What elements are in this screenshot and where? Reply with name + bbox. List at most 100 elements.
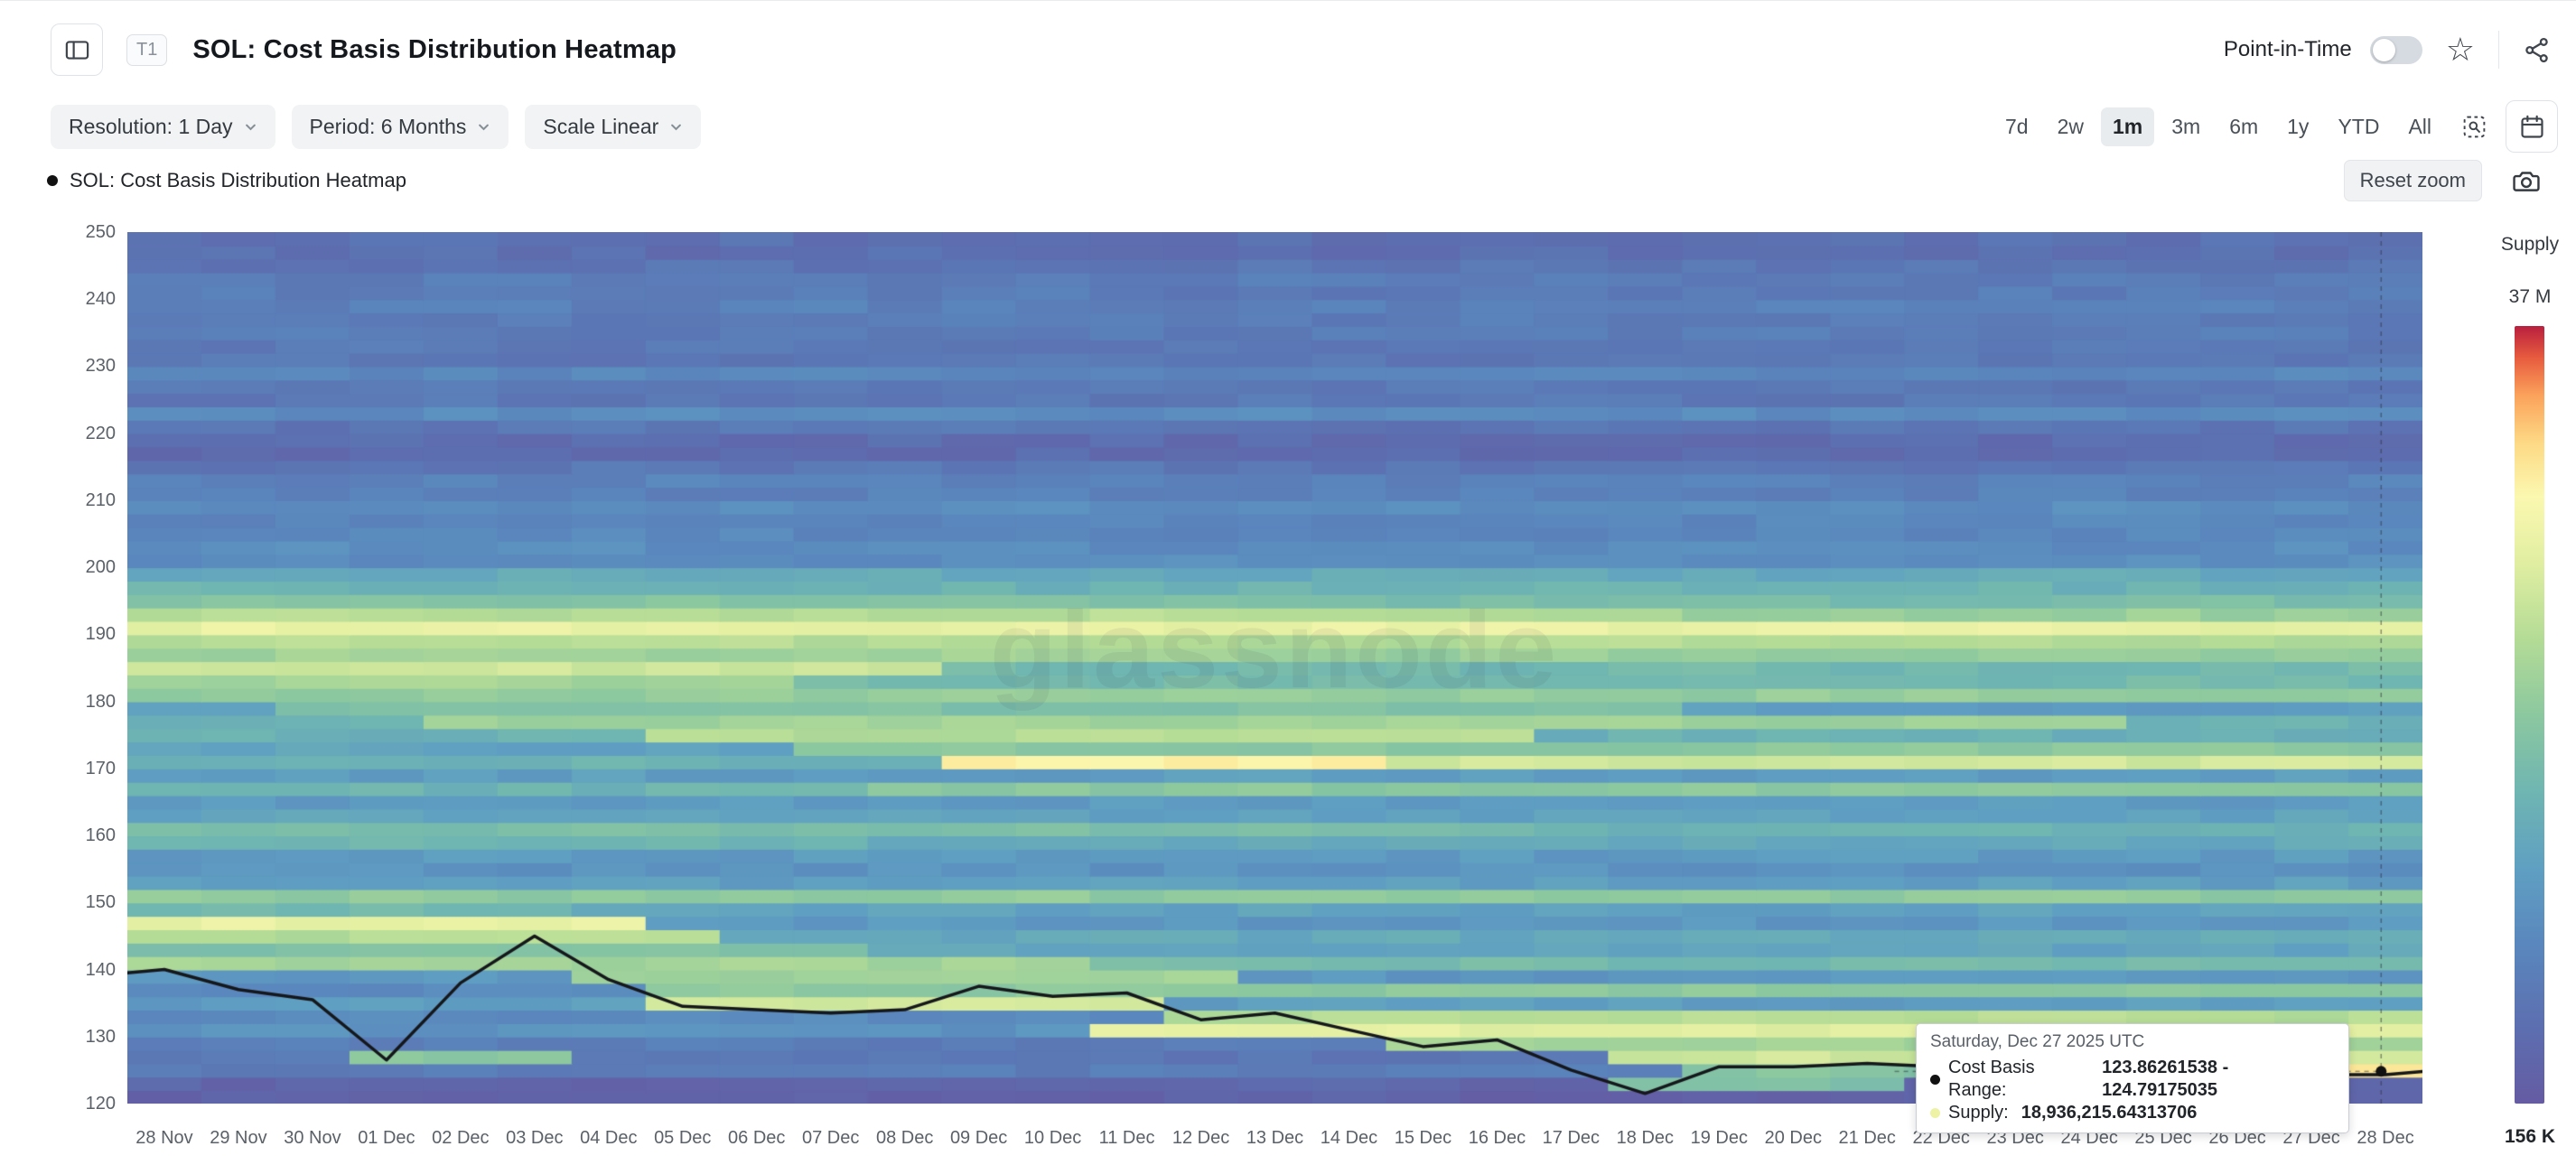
toggle-knob xyxy=(2372,38,2395,61)
range-controls: 7d 2w 1m 3m 6m 1y YTD All xyxy=(1993,98,2558,154)
x-axis-label: 20 Dec xyxy=(1764,1128,1822,1148)
y-axis-label: 250 xyxy=(85,222,116,242)
scale-label: Scale Linear xyxy=(543,114,659,138)
selection-zoom-icon xyxy=(2461,114,2487,140)
x-axis-label: 04 Dec xyxy=(580,1128,638,1148)
y-axis-label: 220 xyxy=(85,423,116,443)
calendar-button[interactable] xyxy=(2506,100,2558,153)
x-axis-label: 05 Dec xyxy=(654,1128,712,1148)
scale-dropdown[interactable]: Scale Linear xyxy=(525,104,702,149)
legend-bar: SOL: Cost Basis Distribution Heatmap Res… xyxy=(0,154,2576,207)
resolution-label: Resolution: 1 Day xyxy=(69,114,233,138)
supply-value: 18,936,215.64313706 xyxy=(2021,1103,2198,1123)
y-axis-label: 170 xyxy=(85,758,116,778)
top-bar: T1 SOL: Cost Basis Distribution Heatmap … xyxy=(0,1,2576,98)
colorbar-min-label: 156 K xyxy=(2504,1126,2556,1147)
chart-setting-chips: Resolution: 1 Day Period: 6 Months Scale… xyxy=(51,104,702,149)
cost-basis-dot xyxy=(1930,1074,1940,1085)
calendar-icon xyxy=(2518,113,2546,141)
range-button-all[interactable]: All xyxy=(2408,114,2431,138)
range-button-7d[interactable]: 7d xyxy=(2004,114,2029,138)
custom-zoom-button[interactable] xyxy=(2456,108,2493,145)
y-axis-label: 210 xyxy=(85,489,116,510)
share-button[interactable] xyxy=(2517,31,2556,70)
x-axis-label: 17 Dec xyxy=(1542,1128,1601,1148)
screenshot-button[interactable] xyxy=(2506,160,2547,201)
range-button-1m[interactable]: 1m xyxy=(2100,107,2155,146)
point-in-time-label: Point-in-Time xyxy=(2223,37,2352,61)
x-axis-label: 11 Dec xyxy=(1098,1128,1155,1148)
x-axis-label: 08 Dec xyxy=(875,1128,934,1148)
resolution-dropdown[interactable]: Resolution: 1 Day xyxy=(51,104,275,149)
tooltip-date: Saturday, Dec 27 2025 UTC xyxy=(1930,1032,2145,1051)
x-axis-label: 10 Dec xyxy=(1023,1128,1082,1148)
range-button-ytd[interactable]: YTD xyxy=(2338,114,2380,138)
x-axis-label: 21 Dec xyxy=(1838,1128,1896,1148)
x-axis-label: 01 Dec xyxy=(358,1128,415,1148)
supply-dot xyxy=(1930,1108,1940,1118)
y-axis-label: 150 xyxy=(85,892,116,913)
range-selector: 7d 2w 1m 3m 6m 1y YTD All xyxy=(1993,107,2443,146)
point-in-time-toggle[interactable] xyxy=(2369,35,2422,64)
y-axis-label: 130 xyxy=(85,1026,116,1047)
x-axis-label: 03 Dec xyxy=(506,1128,564,1148)
top-bar-actions: Point-in-Time ☆ xyxy=(2224,1,2556,98)
tooltip-supply-row: Supply: 18,936,215.64313706 xyxy=(1930,1102,2335,1124)
page-title: SOL: Cost Basis Distribution Heatmap xyxy=(192,34,677,64)
panel-icon xyxy=(63,36,91,64)
colorbar-title: Supply xyxy=(2500,234,2560,255)
cost-basis-label: Cost Basis Range: xyxy=(1948,1058,2035,1100)
sidebar-toggle-button[interactable] xyxy=(51,23,103,76)
tier-badge: T1 xyxy=(126,33,168,66)
series-label: SOL: Cost Basis Distribution Heatmap xyxy=(70,169,406,191)
x-axis-label: 14 Dec xyxy=(1320,1128,1378,1148)
x-axis-label: 28 Dec xyxy=(2357,1128,2414,1148)
star-icon: ☆ xyxy=(2445,31,2475,68)
y-axis-label: 240 xyxy=(85,289,116,310)
camera-icon xyxy=(2511,165,2542,196)
share-icon xyxy=(2523,36,2551,64)
colorbar-max-label: 37 M xyxy=(2508,286,2552,307)
x-axis-label: 19 Dec xyxy=(1690,1128,1748,1148)
heatmap-canvas[interactable] xyxy=(127,232,2422,1104)
x-axis-label: 13 Dec xyxy=(1246,1128,1304,1148)
y-axis-label: 120 xyxy=(85,1094,116,1114)
chevron-down-icon xyxy=(244,120,257,134)
x-axis-label: 07 Dec xyxy=(802,1128,860,1148)
y-axis-label: 180 xyxy=(85,691,116,712)
x-axis-label: 29 Nov xyxy=(210,1128,267,1148)
chart-tooltip: Saturday, Dec 27 2025 UTC Cost Basis Ran… xyxy=(1916,1023,2349,1133)
chart-actions: Reset zoom xyxy=(2343,154,2547,207)
chevron-down-icon xyxy=(477,120,490,134)
range-button-2w[interactable]: 2w xyxy=(2057,114,2084,138)
x-axis-label: 15 Dec xyxy=(1394,1128,1452,1148)
chart-area: glassnode 250240230220210200190180170160… xyxy=(0,207,2576,1165)
supply-label: Supply: xyxy=(1948,1103,2009,1123)
period-label: Period: 6 Months xyxy=(309,114,467,138)
range-button-3m[interactable]: 3m xyxy=(2171,114,2201,138)
series-legend[interactable]: SOL: Cost Basis Distribution Heatmap xyxy=(47,169,406,192)
y-axis-label: 190 xyxy=(85,624,116,645)
x-axis-label: 09 Dec xyxy=(949,1128,1008,1148)
x-axis-label: 16 Dec xyxy=(1468,1128,1526,1148)
y-axis-label: 140 xyxy=(85,959,116,980)
period-dropdown[interactable]: Period: 6 Months xyxy=(291,104,509,149)
favorite-button[interactable]: ☆ xyxy=(2441,28,2480,71)
series-dot xyxy=(47,175,58,186)
x-axis-label: 12 Dec xyxy=(1171,1128,1230,1148)
cost-basis-value: 123.86261538 - 124.79175035 xyxy=(2102,1058,2229,1100)
x-axis-label: 18 Dec xyxy=(1616,1128,1675,1148)
x-axis-label: 28 Nov xyxy=(135,1128,193,1148)
tooltip-cost-basis-row: Cost Basis Range: 123.86261538 - 124.791… xyxy=(1930,1057,2335,1102)
colorbar xyxy=(2515,326,2544,1104)
y-axis-label: 200 xyxy=(85,557,116,578)
chevron-down-icon xyxy=(669,120,683,134)
range-button-6m[interactable]: 6m xyxy=(2229,114,2259,138)
x-axis-label: 06 Dec xyxy=(728,1128,786,1148)
reset-zoom-button[interactable]: Reset zoom xyxy=(2343,160,2482,201)
y-axis-label: 230 xyxy=(85,356,116,377)
controls-bar: Resolution: 1 Day Period: 6 Months Scale… xyxy=(0,98,2576,154)
vertical-divider xyxy=(2498,31,2499,69)
range-button-1y[interactable]: 1y xyxy=(2287,114,2310,138)
